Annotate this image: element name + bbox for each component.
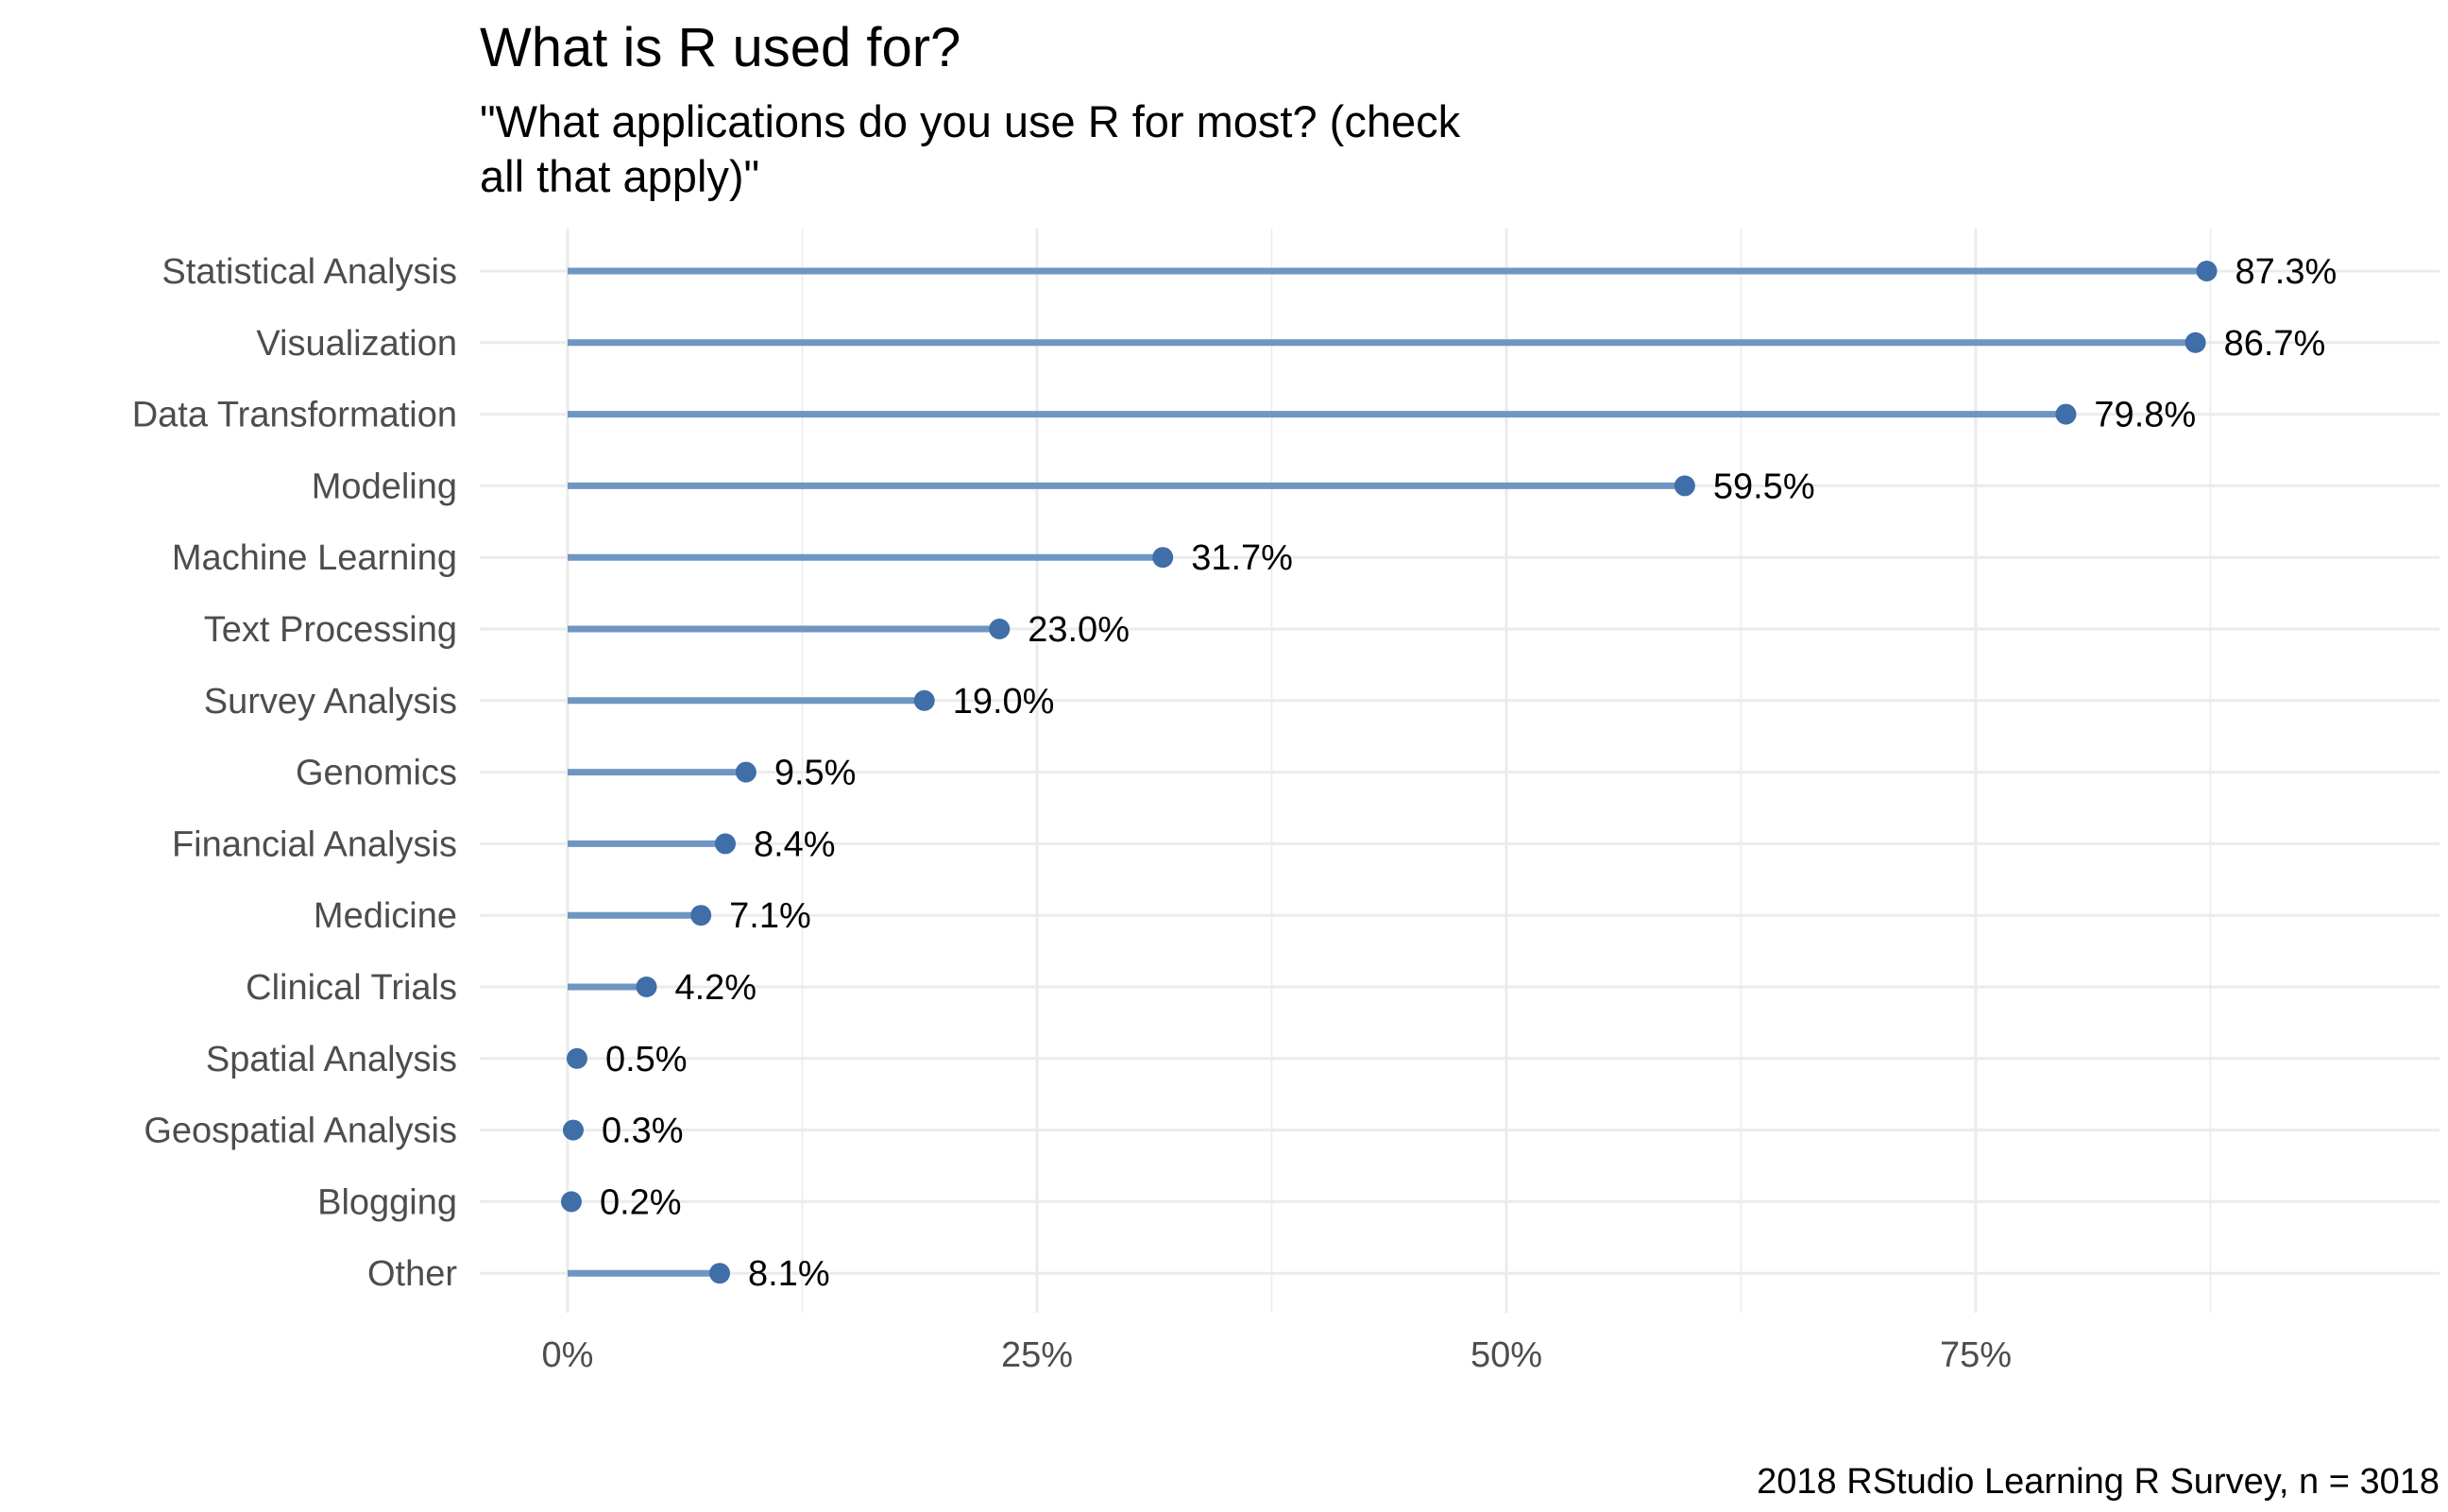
lollipop-point xyxy=(989,619,1011,639)
data-label: 31.7% xyxy=(1191,538,1293,578)
data-label: 79.8% xyxy=(2094,396,2196,435)
y-category-label: Modeling xyxy=(312,467,457,506)
lollipop-point xyxy=(1674,475,1695,497)
lollipop-point xyxy=(714,833,736,855)
y-category-label: Geospatial Analysis xyxy=(144,1112,457,1151)
lollipop-point xyxy=(2184,331,2206,353)
y-category-label: Survey Analysis xyxy=(204,682,457,722)
data-label: 7.1% xyxy=(729,896,811,936)
lollipop-point xyxy=(913,689,935,711)
lollipop-point xyxy=(560,1191,582,1213)
y-category-label: Data Transformation xyxy=(132,396,457,435)
lollipop-point xyxy=(636,977,657,997)
y-category-label: Financial Analysis xyxy=(172,824,457,864)
data-label: 8.4% xyxy=(754,824,836,864)
y-category-label: Other xyxy=(367,1254,457,1294)
lollipop-point xyxy=(709,1263,731,1284)
lollipop-point xyxy=(690,905,712,926)
data-label: 8.1% xyxy=(748,1254,830,1294)
chart-subtitle-line-1: "What applications do you use R for most… xyxy=(480,96,1461,146)
data-label: 87.3% xyxy=(2236,252,2338,292)
x-tick-label: 0% xyxy=(542,1335,594,1375)
data-label: 0.3% xyxy=(602,1112,684,1151)
lollipop-point xyxy=(2196,261,2218,281)
y-category-label: Statistical Analysis xyxy=(162,252,457,292)
y-category-label: Genomics xyxy=(296,754,457,793)
lollipop-point xyxy=(562,1119,584,1141)
chart-caption: 2018 RStudio Learning R Survey, n = 3018 xyxy=(1757,1462,2440,1502)
data-label: 59.5% xyxy=(1713,467,1815,506)
lollipop-point xyxy=(2055,403,2077,425)
lollipop-point xyxy=(735,761,756,783)
y-category-label: Medicine xyxy=(314,896,457,936)
y-category-label: Clinical Trials xyxy=(246,968,457,1008)
data-label: 0.5% xyxy=(605,1040,688,1079)
y-category-label: Spatial Analysis xyxy=(206,1040,457,1079)
lollipop-point xyxy=(1152,547,1174,569)
data-label: 0.2% xyxy=(600,1182,682,1222)
data-label: 86.7% xyxy=(2224,324,2326,364)
points xyxy=(560,261,2218,1284)
y-category-label: Text Processing xyxy=(204,610,457,650)
x-tick-label: 50% xyxy=(1470,1335,1542,1375)
data-label: 9.5% xyxy=(774,754,857,793)
stems xyxy=(568,267,2207,1277)
data-label: 19.0% xyxy=(953,682,1055,722)
data-label: 23.0% xyxy=(1028,610,1130,650)
x-tick-label: 25% xyxy=(1001,1335,1073,1375)
y-category-label: Blogging xyxy=(317,1182,457,1222)
data-label: 4.2% xyxy=(674,968,756,1008)
lollipop-point xyxy=(566,1047,587,1069)
y-category-label: Visualization xyxy=(256,324,457,364)
chart-title: What is R used for? xyxy=(480,17,960,78)
x-tick-label: 75% xyxy=(1940,1335,2012,1375)
labels: 0% 25% 50% 75% Statistical Analysis 87.3% Visu… xyxy=(132,252,2338,1375)
chart-subtitle-line-2: all that apply)" xyxy=(480,151,759,201)
y-category-label: Machine Learning xyxy=(172,538,457,578)
